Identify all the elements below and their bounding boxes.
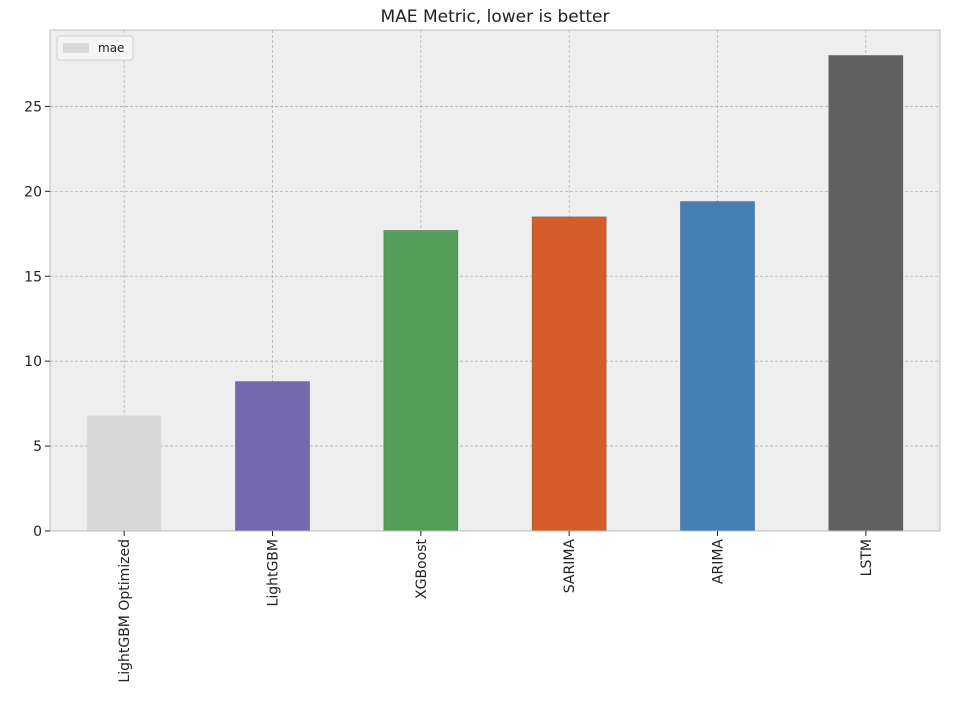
y-tick-label: 25 xyxy=(24,99,42,115)
bar-lightgbm-optimized xyxy=(87,415,162,531)
legend: mae xyxy=(56,35,134,61)
y-tick-label: 10 xyxy=(24,354,42,370)
y-tick-label: 5 xyxy=(33,439,42,455)
x-tick-label: LSTM xyxy=(859,539,875,576)
plot-area xyxy=(50,30,940,531)
bar-lightgbm xyxy=(235,381,310,532)
legend-swatch-mae xyxy=(63,43,89,53)
legend-box xyxy=(56,35,134,61)
axes: 0 5 10 15 20 25 LightGBM Optimized LightGBM XGBo… xyxy=(24,29,941,683)
bars xyxy=(87,55,904,532)
x-tick-label: ARIMA xyxy=(711,539,727,585)
bar-lstm xyxy=(828,55,904,532)
legend-label-mae: mae xyxy=(98,41,124,55)
y-tick-label: 20 xyxy=(24,184,42,200)
y-tick-label: 0 xyxy=(33,524,42,540)
bar-sarima xyxy=(531,216,607,532)
y-tick-label: 15 xyxy=(24,269,42,285)
bar-arima xyxy=(680,201,755,532)
chart-title: MAE Metric, lower is better xyxy=(381,7,610,27)
plot-frame xyxy=(49,29,941,532)
x-tick-label: SARIMA xyxy=(562,539,578,594)
x-tick-label: XGBoost xyxy=(414,539,430,599)
x-tick-label: LightGBM Optimized xyxy=(117,539,133,683)
bar-xgboost xyxy=(383,229,459,532)
x-tick-label: LightGBM xyxy=(266,539,282,606)
